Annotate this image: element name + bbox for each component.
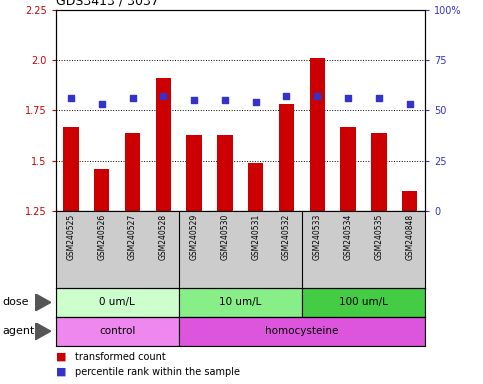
Text: GSM240530: GSM240530 [220, 214, 229, 260]
Text: GSM240528: GSM240528 [159, 214, 168, 260]
Text: GSM240527: GSM240527 [128, 214, 137, 260]
Text: GSM240531: GSM240531 [251, 214, 260, 260]
Text: percentile rank within the sample: percentile rank within the sample [75, 366, 240, 377]
Text: GSM240848: GSM240848 [405, 214, 414, 260]
Text: dose: dose [2, 297, 29, 308]
Point [252, 99, 259, 105]
Text: GSM240526: GSM240526 [97, 214, 106, 260]
Text: 10 um/L: 10 um/L [219, 297, 261, 308]
Bar [302, 288, 425, 317]
Text: 100 um/L: 100 um/L [339, 297, 388, 308]
Point [406, 101, 413, 108]
Polygon shape [35, 294, 51, 311]
Text: GSM240532: GSM240532 [282, 214, 291, 260]
Point [283, 93, 290, 99]
Polygon shape [35, 323, 51, 340]
Text: GSM240534: GSM240534 [343, 214, 353, 260]
Text: homocysteine: homocysteine [265, 326, 339, 336]
Text: GDS3413 / 3037: GDS3413 / 3037 [56, 0, 158, 7]
Point [67, 95, 75, 101]
Text: control: control [99, 326, 135, 336]
Bar [56, 288, 179, 317]
Bar [63, 127, 79, 211]
Point [313, 93, 321, 99]
Bar [179, 317, 425, 346]
Bar [371, 132, 386, 211]
Point [159, 93, 167, 99]
Text: GSM240535: GSM240535 [374, 214, 384, 260]
Text: ■: ■ [56, 366, 66, 377]
Point [344, 95, 352, 101]
Text: ■: ■ [56, 352, 66, 362]
Point [221, 97, 229, 103]
Bar [94, 169, 110, 211]
Point [98, 101, 106, 108]
Bar [156, 78, 171, 211]
Text: GSM240525: GSM240525 [67, 214, 75, 260]
Bar [186, 135, 202, 211]
Point [375, 95, 383, 101]
Bar [248, 163, 263, 211]
Text: transformed count: transformed count [75, 352, 166, 362]
Bar [56, 317, 179, 346]
Bar [341, 127, 356, 211]
Bar [402, 191, 417, 211]
Text: GSM240529: GSM240529 [190, 214, 199, 260]
Point [190, 97, 198, 103]
Bar [279, 104, 294, 211]
Bar [179, 288, 302, 317]
Point [128, 95, 136, 101]
Text: GSM240533: GSM240533 [313, 214, 322, 260]
Bar [217, 135, 233, 211]
Text: agent: agent [2, 326, 35, 336]
Bar [310, 58, 325, 211]
Bar [125, 132, 140, 211]
Text: 0 um/L: 0 um/L [99, 297, 135, 308]
